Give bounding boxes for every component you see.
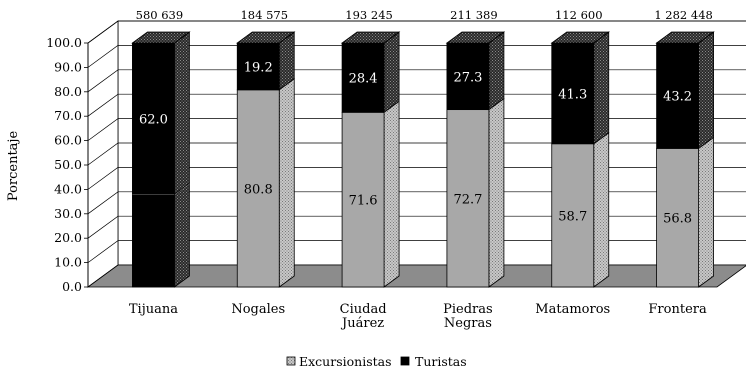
bar-side-excursionistas-piedras-negras	[488, 97, 505, 288]
bar-turistas-tijuana	[132, 42, 175, 195]
bar-top-frontera	[655, 31, 715, 44]
bar-turistas-nogales	[236, 42, 280, 91]
y-tick-label: 20.0	[54, 230, 82, 245]
y-tick-label: 90.0	[54, 59, 82, 74]
bar-side-turistas-matamoros	[593, 31, 610, 145]
x-tick-label-matamoros: Matamoros	[535, 302, 610, 317]
y-tick-label: 0.0	[62, 279, 82, 294]
bar-turistas-frontera	[656, 42, 699, 149]
bar-turistas-piedras-negras	[446, 42, 490, 111]
data-label-turistas-tijuana: 62.0	[139, 113, 168, 128]
bar-side-excursionistas-tijuana	[174, 182, 190, 288]
x-tick-label-piedras-negras: Piedras	[443, 302, 493, 317]
bar-side-turistas-frontera	[698, 31, 714, 150]
data-label-turistas-matamoros: 41.3	[558, 87, 587, 102]
x-tick-label-piedras-negras: Negras	[444, 316, 492, 331]
bar-turistas-matamoros	[551, 42, 595, 145]
gridline	[87, 93, 746, 117]
bars	[131, 31, 715, 288]
bar-side-excursionistas-nogales	[278, 78, 295, 288]
bar-side-turistas-ciudad-juarez	[383, 31, 400, 114]
x-tick-label-ciudad-juarez: Ciudad	[340, 302, 387, 317]
bar-excursionistas-frontera	[656, 148, 699, 288]
data-label-turistas-nogales: 19.2	[244, 60, 273, 75]
gridline	[87, 69, 746, 93]
total-label-piedras-negras: 211 389	[450, 8, 498, 22]
bar-side-excursionistas-ciudad-juarez	[383, 100, 400, 288]
y-axis-title: Porcentaje	[6, 131, 21, 202]
x-tick-label-nogales: Nogales	[231, 302, 285, 317]
legend-swatch-excursionistas	[286, 356, 296, 366]
gridline	[87, 240, 746, 263]
gridline	[87, 167, 746, 190]
x-tick-label-tijuana: Tijuana	[129, 302, 178, 317]
bar-top-piedras-negras	[445, 31, 506, 44]
data-label-excursionistas-frontera: 56.8	[663, 212, 692, 227]
data-label-excursionistas-piedras-negras: 72.7	[453, 192, 482, 207]
total-label-ciudad-juarez: 193 245	[345, 8, 393, 22]
legend: Excursionistas Turistas	[286, 354, 467, 369]
total-label-frontera: 1 282 448	[654, 8, 713, 22]
total-label-nogales: 184 575	[240, 8, 288, 22]
bar-excursionistas-matamoros	[551, 143, 595, 288]
gridline	[87, 20, 746, 44]
bar-excursionistas-tijuana	[132, 193, 175, 288]
bar-side-turistas-tijuana	[174, 31, 190, 196]
bar-top-ciudad-juarez	[340, 31, 401, 44]
legend-label-turistas: Turistas	[415, 354, 467, 369]
y-tick-label: 100.0	[46, 35, 82, 50]
bar-excursionistas-nogales	[236, 89, 280, 288]
data-label-turistas-piedras-negras: 27.3	[453, 70, 482, 85]
labels: 62.0 580 639 Tijuana 80.8 19.2 184 575 Nogales…	[129, 8, 713, 331]
y-tick-label: 10.0	[54, 255, 82, 270]
gridline	[87, 191, 746, 215]
legend-label-excursionistas: Excursionistas	[299, 354, 392, 369]
gridline	[87, 142, 746, 166]
y-tick-label: 70.0	[54, 108, 82, 123]
y-tick-label: 80.0	[54, 84, 82, 99]
x-tick-label-ciudad-juarez: Juárez	[340, 316, 384, 331]
bar-side-excursionistas-frontera	[698, 136, 714, 288]
data-label-turistas-frontera: 43.2	[663, 90, 692, 105]
bar-side-turistas-piedras-negras	[488, 31, 505, 111]
x-tick-label-frontera: Frontera	[648, 302, 707, 317]
bar-top-matamoros	[550, 31, 610, 44]
bar-top-tijuana	[131, 31, 191, 44]
legend-swatch-turistas	[400, 356, 410, 366]
gridline	[87, 45, 746, 68]
bar-excursionistas-piedras-negras	[446, 109, 490, 288]
bar-top-nogales	[236, 31, 296, 44]
bar-side-excursionistas-matamoros	[593, 131, 610, 288]
data-label-turistas-ciudad-juarez: 28.4	[349, 72, 378, 87]
total-label-tijuana: 580 639	[136, 8, 184, 22]
y-tick-label: 60.0	[54, 133, 82, 148]
y-tick-label: 40.0	[54, 181, 82, 196]
total-label-matamoros: 112 600	[555, 8, 603, 22]
bar-excursionistas-ciudad-juarez	[341, 111, 385, 288]
bar-turistas-ciudad-juarez	[341, 42, 385, 113]
data-label-excursionistas-matamoros: 58.7	[558, 209, 587, 224]
data-label-excursionistas-ciudad-juarez: 71.6	[349, 194, 378, 209]
gridline	[87, 118, 746, 141]
y-tick-label: 50.0	[54, 157, 82, 172]
data-label-excursionistas-nogales: 80.8	[244, 182, 273, 197]
y-tick-label: 30.0	[54, 206, 82, 221]
gridline	[87, 215, 746, 239]
